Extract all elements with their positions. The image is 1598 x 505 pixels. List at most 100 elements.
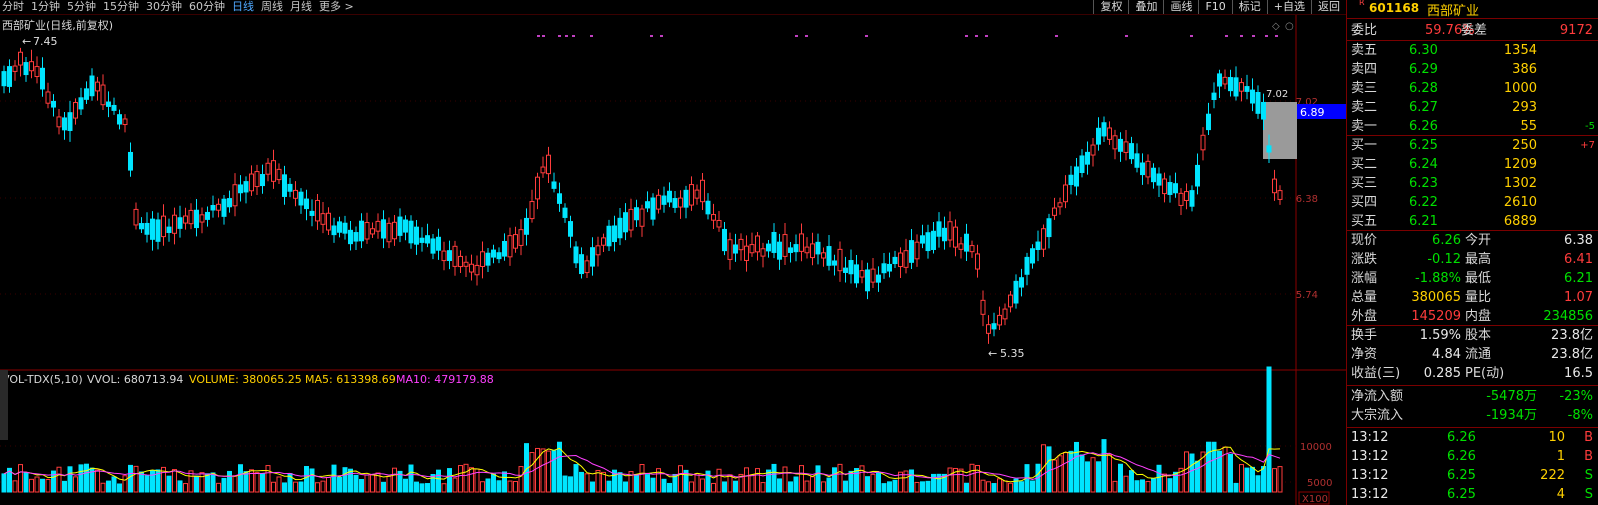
candle-body [216, 203, 221, 211]
period-tab[interactable]: 更多 > [319, 0, 354, 13]
stock-name: 西部矿业 [1427, 4, 1480, 19]
volume-bar [815, 465, 821, 493]
fundamental-row: 净资 4.84 流通 23.8亿 [1347, 345, 1598, 364]
candle-body [1233, 77, 1239, 97]
volume-bar [430, 474, 436, 493]
tick-side: B [1584, 449, 1593, 464]
candle-body [623, 212, 628, 233]
quote-value: 1.07 [1564, 290, 1593, 305]
candle-body [1079, 155, 1085, 173]
volume-vvol: VVOL: 680713.94 [87, 373, 183, 386]
period-tab[interactable]: 30分钟 [146, 0, 182, 13]
candle-body [1156, 173, 1162, 186]
diamond-icon[interactable]: ◇ [1272, 21, 1280, 32]
period-tab[interactable]: 15分钟 [103, 0, 139, 13]
volume-bar [788, 481, 793, 493]
candle-body [1195, 164, 1200, 187]
volume-bar [370, 474, 375, 493]
volume-bar [744, 467, 749, 493]
volume-bar [1052, 459, 1057, 493]
tool-button[interactable]: 复权 [1093, 0, 1128, 14]
circle-icon[interactable]: ○ [1285, 21, 1294, 32]
volume-bar [496, 480, 502, 493]
volume-bar [199, 472, 205, 493]
period-tab[interactable]: 1分钟 [31, 0, 60, 13]
volume-bar [590, 481, 595, 493]
volume-bar [711, 482, 716, 493]
candle-body [964, 233, 969, 252]
order-diff-label: 委差 [1461, 23, 1488, 38]
candle-body [821, 252, 826, 259]
quote-row: 总量 380065 量比 1.07 [1347, 288, 1598, 307]
tool-button[interactable]: 标记 [1231, 0, 1267, 14]
volume-bar [188, 470, 194, 493]
volume-bar [45, 479, 51, 493]
tool-button[interactable]: 叠加 [1128, 0, 1163, 14]
tick-row: 13:12 6.25 4 S [1347, 485, 1598, 504]
volume-bar [1112, 480, 1118, 493]
volume-bar [623, 481, 628, 493]
period-tab[interactable]: 60分钟 [189, 0, 225, 13]
volume-bar [78, 464, 84, 493]
candle-body [1244, 86, 1250, 92]
tick-side: B [1584, 430, 1593, 445]
volume-bar [161, 466, 166, 493]
period-tab[interactable]: 分时 [2, 0, 24, 13]
order-price: 6.29 [1409, 62, 1438, 77]
candle-body [606, 225, 612, 247]
kline-chart-area[interactable]: 西部矿业(日线,前复权) 7.02 6.38 5.74 6.89 7.02 ← … [0, 0, 1346, 505]
volume-bar [1008, 482, 1013, 493]
candle-body [672, 198, 678, 208]
event-marker [542, 35, 545, 37]
period-tab[interactable]: 周线 [261, 0, 283, 13]
tool-button[interactable]: 返回 [1311, 0, 1346, 14]
candle-body [139, 223, 144, 230]
candle-body [711, 214, 716, 221]
fundamental-row: 收益(三) 0.285 PE(动) 16.5 [1347, 364, 1598, 383]
volume-bar [810, 476, 815, 493]
candle-body [62, 117, 67, 131]
volume-bar [1195, 460, 1200, 493]
event-marker [1055, 35, 1058, 37]
volume-indicator-name: VOL-TDX(5,10) [2, 373, 83, 386]
period-tab[interactable]: 月线 [290, 0, 312, 13]
period-tab[interactable]: 日线 [232, 0, 254, 13]
order-volume: 55 [1520, 119, 1537, 134]
price-axis-label: 5.74 [1296, 290, 1318, 301]
candle-body [1140, 162, 1145, 176]
volume-bar [172, 469, 177, 493]
order-level-label: 买五 [1351, 214, 1378, 229]
tool-button[interactable]: F10 [1198, 0, 1231, 14]
volume-bar [1107, 453, 1112, 493]
candle-body [645, 201, 650, 209]
period-tab[interactable]: 5分钟 [67, 0, 96, 13]
candle-body [815, 241, 821, 255]
candle-body [12, 65, 18, 72]
volume-bar [562, 475, 568, 493]
candle-body [639, 208, 645, 227]
volume-bar [1228, 453, 1233, 493]
volume-bar [672, 473, 678, 493]
candle-body [419, 237, 425, 243]
tool-button[interactable]: 画线 [1163, 0, 1198, 14]
volume-bar [177, 480, 183, 493]
volume-bar [749, 474, 755, 493]
volume-bar [95, 469, 100, 493]
fundamental-value: 16.5 [1564, 366, 1593, 381]
volume-bar [276, 476, 282, 493]
tool-button[interactable]: +自选 [1266, 0, 1311, 14]
volume-bar [975, 464, 980, 493]
period-tabs: 分时 1分钟 5分钟 15分钟 30分钟 60分钟 日线 周线 月线 更多 > [2, 0, 354, 14]
candle-body [513, 234, 518, 249]
volume-bar [1211, 441, 1217, 493]
candle-body [876, 274, 881, 283]
tick-row: 13:12 6.25 222 S [1347, 466, 1598, 485]
candle-body [1228, 77, 1233, 92]
order-volume: 1209 [1503, 157, 1537, 172]
volume-bar [320, 480, 326, 493]
volume-bar [1030, 480, 1035, 493]
candle-body [397, 216, 403, 236]
volume-bar [1129, 470, 1134, 493]
volume-bar [425, 483, 430, 493]
side-panel-tab[interactable] [0, 370, 8, 440]
